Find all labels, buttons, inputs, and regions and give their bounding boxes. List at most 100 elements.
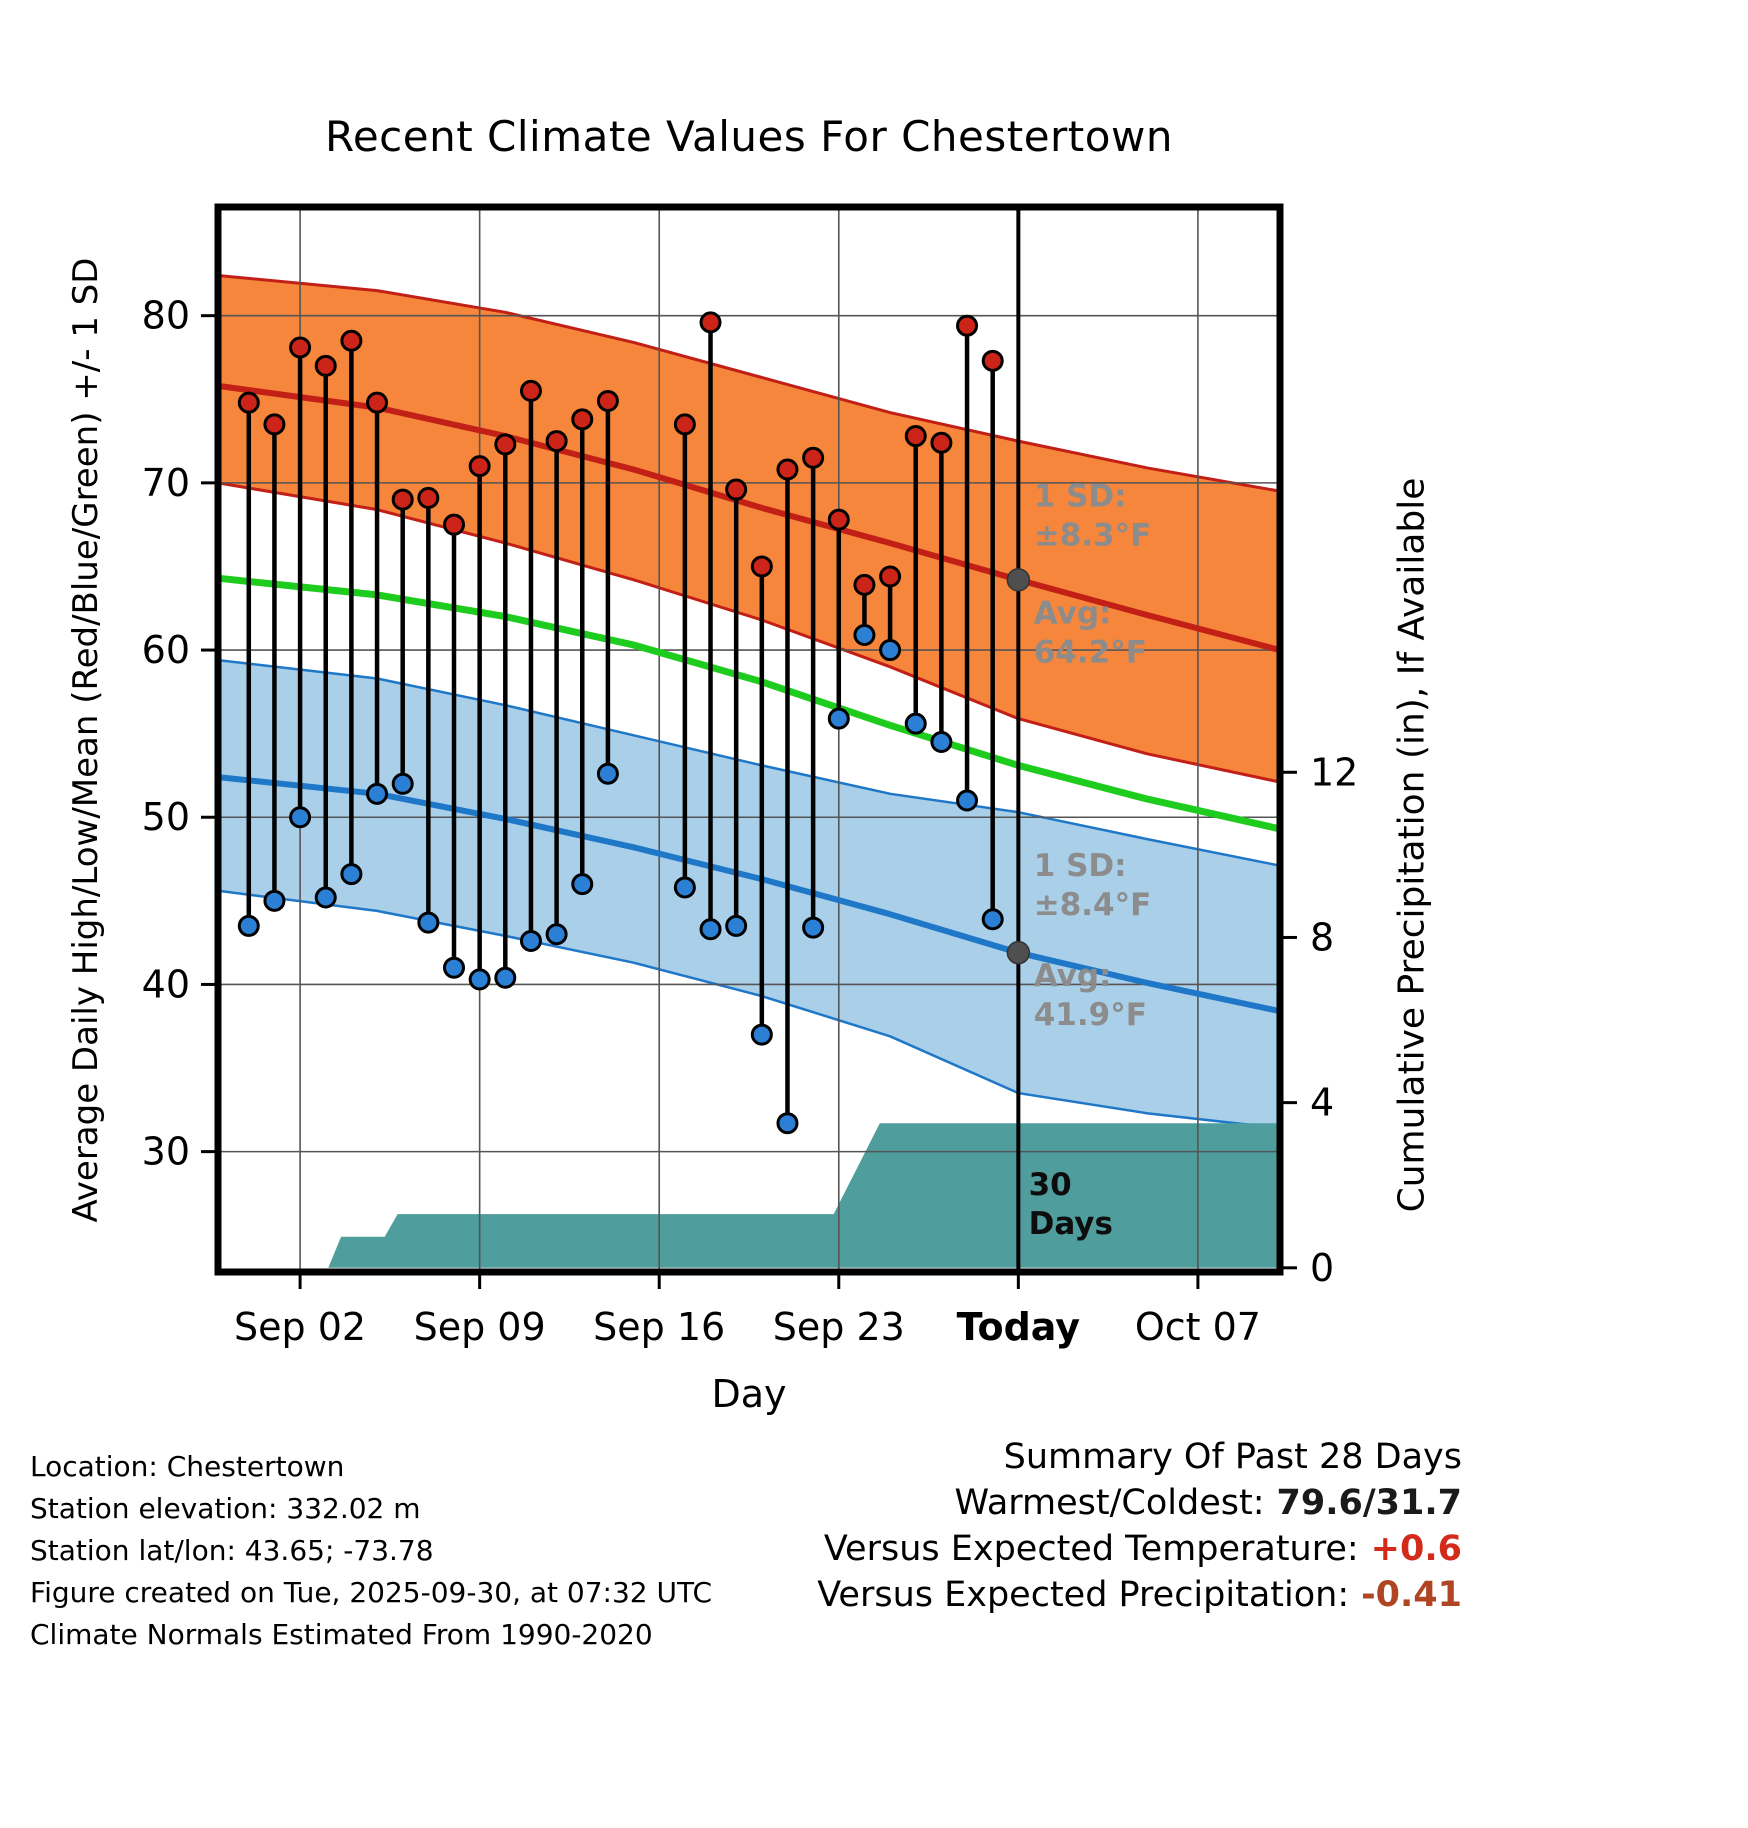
daily-low-dot: [596, 762, 619, 785]
daily-high-dot: [417, 486, 440, 509]
daily-high-dot: [750, 555, 773, 578]
daily-low-dot: [673, 876, 696, 899]
daily-high-dot: [519, 379, 542, 402]
precip-tick-label: 0: [1310, 1246, 1334, 1290]
low-temp-sd-band: [218, 660, 1280, 1129]
daily-high-low-stems: [237, 311, 1004, 1135]
metadata-elevation: Station elevation: 332.02 m: [30, 1492, 421, 1525]
plot-border: [214, 203, 1284, 1276]
x-tick-label: Today: [957, 1305, 1081, 1349]
daily-high-dot: [443, 513, 465, 536]
daily-low-dot: [930, 731, 953, 754]
precip-tick-label: 8: [1310, 915, 1334, 959]
daily-high-dot: [468, 455, 491, 478]
y-axis-label-left: Average Daily High/Low/Mean (Red/Blue/Gr…: [66, 257, 106, 1223]
x-tick-label: Sep 16: [593, 1305, 725, 1349]
daily-low-dot: [263, 889, 286, 912]
daily-high-dot: [725, 478, 748, 501]
metadata-normals: Climate Normals Estimated From 1990-2020: [30, 1618, 653, 1651]
band-edge-line: [217, 274, 1281, 493]
summary-row-vs-temperature: Versus Expected Temperature: +0.6: [817, 1526, 1462, 1572]
daily-high-dot: [571, 408, 594, 431]
temp-tick-label: 30: [142, 1130, 190, 1174]
avg-marker-dot: [1006, 940, 1031, 965]
daily-low-dot: [725, 914, 748, 937]
daily-low-dot: [391, 772, 414, 795]
daily-low-dot: [750, 1023, 773, 1046]
temp-tick-label: 70: [142, 461, 190, 505]
daily-high-dot: [391, 488, 414, 511]
daily-low-dot: [879, 639, 902, 662]
summary-row-value: 79.6/31.7: [1276, 1483, 1463, 1523]
daily-high-dot: [956, 314, 979, 337]
temp-tick-label: 60: [142, 628, 190, 672]
daily-low-dot: [545, 923, 568, 946]
daily-high-dot: [981, 349, 1004, 372]
daily-low-dot: [802, 916, 825, 939]
daily-low-dot: [366, 782, 389, 805]
daily-high-dot: [237, 391, 260, 414]
daily-high-dot: [879, 565, 902, 588]
x-axis-label: Day: [711, 1372, 787, 1416]
x-tick-label: Sep 23: [773, 1305, 905, 1349]
daily-low-dot: [699, 918, 722, 941]
x-tick-label: Oct 07: [1135, 1305, 1261, 1349]
daily-high-dot: [904, 425, 927, 448]
plot-annotation: 1 SD: ±8.3°F: [1034, 478, 1152, 553]
plot-annotation: Avg: 41.9°F: [1034, 958, 1147, 1033]
summary-panel: Summary Of Past 28 Days Warmest/Coldest:…: [817, 1434, 1462, 1618]
daily-high-dot: [340, 329, 363, 352]
plot-annotation: Avg: 64.2°F: [1034, 595, 1147, 670]
daily-low-dot: [443, 956, 465, 979]
summary-row-vs-precipitation: Versus Expected Precipitation: -0.41: [817, 1572, 1462, 1618]
temp-tick-label: 50: [142, 795, 190, 839]
precip-tick-label: 12: [1310, 750, 1358, 794]
metadata-location: Location: Chestertown: [30, 1450, 345, 1483]
daily-low-dot: [417, 911, 440, 934]
daily-low-dot: [340, 863, 363, 886]
summary-row-label: Versus Expected Temperature:: [823, 1529, 1359, 1569]
summary-row-label: Warmest/Coldest:: [954, 1483, 1265, 1523]
daily-low-dot: [904, 712, 927, 735]
daily-low-dot: [956, 789, 979, 812]
avg-marker-dot: [1006, 568, 1031, 592]
metadata-created: Figure created on Tue, 2025-09-30, at 07…: [30, 1576, 713, 1609]
daily-low-dot: [289, 806, 312, 829]
daily-low-dot: [468, 968, 491, 991]
daily-low-dot: [237, 914, 260, 937]
daily-low-dot: [494, 966, 517, 989]
daily-high-dot: [289, 336, 312, 359]
cumulative-precip-area: [218, 1123, 1280, 1268]
high-temp-sd-band: [218, 275, 1280, 783]
summary-row-value: -0.41: [1361, 1575, 1462, 1615]
daily-low-dot: [519, 929, 542, 952]
metadata-latlon: Station lat/lon: 43.65; -73.78: [30, 1534, 434, 1567]
summary-row-label: Versus Expected Precipitation:: [817, 1575, 1350, 1615]
x-tick-label: Sep 09: [414, 1305, 546, 1349]
daily-high-dot: [673, 413, 696, 436]
daily-high-dot: [699, 311, 722, 334]
plot-annotation: 1 SD: ±8.4°F: [1034, 848, 1152, 923]
daily-low-dot: [827, 707, 850, 730]
precip-tick-label: 4: [1310, 1081, 1334, 1125]
daily-low-dot: [776, 1112, 799, 1135]
daily-high-dot: [263, 413, 286, 436]
x-tick-label: Sep 02: [234, 1305, 366, 1349]
figure-metadata: Location: Chestertown Station elevation:…: [30, 1446, 712, 1656]
summary-title: Summary Of Past 28 Days: [1003, 1437, 1462, 1477]
daily-high-dot: [827, 508, 850, 531]
daily-low-dot: [571, 873, 594, 896]
temp-tick-label: 80: [142, 294, 190, 338]
plot-annotation: 30 Days: [1029, 1167, 1113, 1242]
daily-high-dot: [930, 431, 953, 454]
daily-high-dot: [596, 389, 619, 412]
daily-high-dot: [314, 354, 337, 377]
daily-low-dot: [981, 908, 1004, 931]
daily-high-dot: [545, 430, 568, 453]
daily-low-dot: [853, 624, 876, 647]
daily-high-dot: [802, 446, 825, 469]
avg-high-line: [217, 382, 1281, 654]
daily-high-dot: [853, 573, 876, 596]
